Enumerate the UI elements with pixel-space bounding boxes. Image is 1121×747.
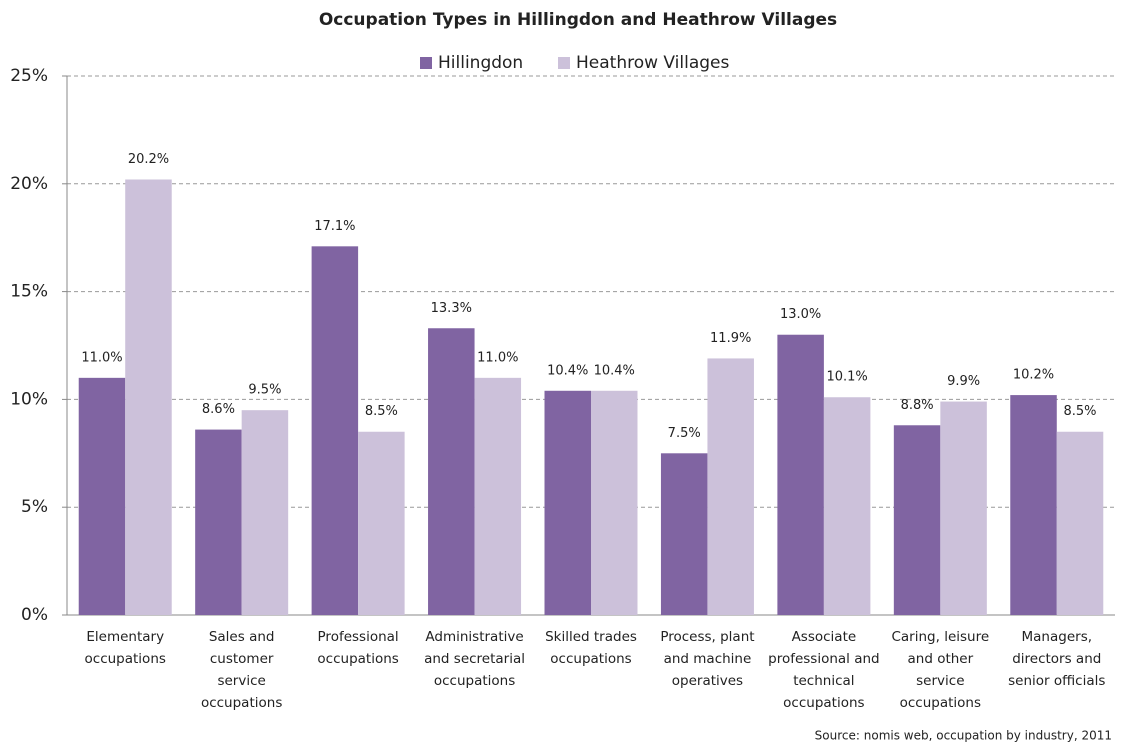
x-tick-label: Skilled trades occupations xyxy=(545,629,637,667)
data-label: 11.0% xyxy=(81,350,122,365)
data-label: 11.9% xyxy=(710,331,751,346)
bar xyxy=(195,429,242,615)
bar xyxy=(358,431,405,615)
x-tick-label: Caring, leisure and other service occupa… xyxy=(891,629,990,711)
bar xyxy=(940,401,987,615)
data-label: 10.4% xyxy=(547,363,588,378)
source-note: Source: nomis web, occupation by industr… xyxy=(815,729,1112,743)
legend-swatch xyxy=(420,57,432,69)
data-label: 7.5% xyxy=(668,426,701,441)
bar xyxy=(474,377,522,615)
chart-title: Occupation Types in Hillingdon and Heath… xyxy=(319,10,837,30)
y-tick-label: 10% xyxy=(10,389,48,409)
data-label: 8.5% xyxy=(365,404,398,419)
x-tick-label: Managers, directors and senior officials xyxy=(1008,629,1106,689)
bar xyxy=(1056,431,1104,615)
x-tick-label: Process, plant and machine operatives xyxy=(660,629,755,689)
data-label: 13.3% xyxy=(431,301,472,316)
x-tick-label: Professional occupations xyxy=(317,629,399,667)
y-tick-label: 20% xyxy=(10,174,48,194)
y-tick-label: 0% xyxy=(21,605,48,625)
y-tick-label: 5% xyxy=(21,497,48,517)
x-tick-label: Associate professional and technical occ… xyxy=(768,629,880,711)
bar xyxy=(707,358,754,615)
bar xyxy=(311,246,359,615)
data-label: 8.8% xyxy=(901,398,934,413)
legend-swatch xyxy=(558,57,570,69)
y-tick-label: 15% xyxy=(10,282,48,302)
bar xyxy=(660,453,708,615)
data-label: 8.6% xyxy=(202,402,235,417)
data-label: 10.4% xyxy=(594,363,635,378)
legend-label: Heathrow Villages xyxy=(576,53,730,73)
data-label: 17.1% xyxy=(314,219,355,234)
data-label: 10.2% xyxy=(1013,368,1054,383)
data-label: 9.9% xyxy=(947,374,980,389)
x-tick-label: Elementary occupations xyxy=(84,629,166,667)
legend-label: Hillingdon xyxy=(438,53,523,73)
bar xyxy=(1010,395,1057,615)
data-label: 9.5% xyxy=(248,383,281,398)
bar xyxy=(428,328,475,615)
bar xyxy=(823,397,871,615)
bar xyxy=(125,179,172,615)
bar xyxy=(544,390,591,615)
data-label: 8.5% xyxy=(1064,404,1097,419)
x-tick-label: Sales and customer service occupations xyxy=(200,629,283,711)
bar xyxy=(591,390,638,615)
y-tick-label: 25% xyxy=(10,66,48,86)
bar xyxy=(777,334,824,615)
data-label: 10.1% xyxy=(826,370,867,385)
data-label: 13.0% xyxy=(780,307,821,322)
bar xyxy=(241,410,289,615)
data-label: 20.2% xyxy=(128,152,169,167)
bar xyxy=(893,425,941,615)
x-tick-label: Administrative and secretarial occupatio… xyxy=(424,629,525,689)
bar xyxy=(78,377,126,615)
data-label: 11.0% xyxy=(477,350,518,365)
